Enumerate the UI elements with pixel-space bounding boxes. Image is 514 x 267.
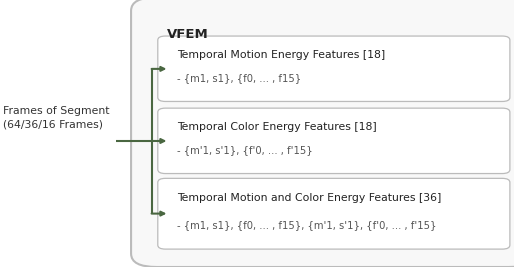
Text: Frames of Segment
(64/36/16 Frames): Frames of Segment (64/36/16 Frames) <box>3 106 109 129</box>
Text: Temporal Motion and Color Energy Features [36]: Temporal Motion and Color Energy Feature… <box>177 193 441 202</box>
Text: VFEM: VFEM <box>167 28 209 41</box>
Text: - {m'1, s'1}, {f'0, ... , f'15}: - {m'1, s'1}, {f'0, ... , f'15} <box>177 145 313 155</box>
FancyBboxPatch shape <box>158 108 510 174</box>
FancyBboxPatch shape <box>158 178 510 249</box>
Text: Temporal Color Energy Features [18]: Temporal Color Energy Features [18] <box>177 122 377 132</box>
FancyBboxPatch shape <box>158 36 510 101</box>
Text: Temporal Motion Energy Features [18]: Temporal Motion Energy Features [18] <box>177 50 385 60</box>
FancyBboxPatch shape <box>131 0 514 267</box>
Text: - {m1, s1}, {f0, ... , f15}, {m'1, s'1}, {f'0, ... , f'15}: - {m1, s1}, {f0, ... , f15}, {m'1, s'1},… <box>177 221 436 230</box>
Text: - {m1, s1}, {f0, ... , f15}: - {m1, s1}, {f0, ... , f15} <box>177 73 301 83</box>
